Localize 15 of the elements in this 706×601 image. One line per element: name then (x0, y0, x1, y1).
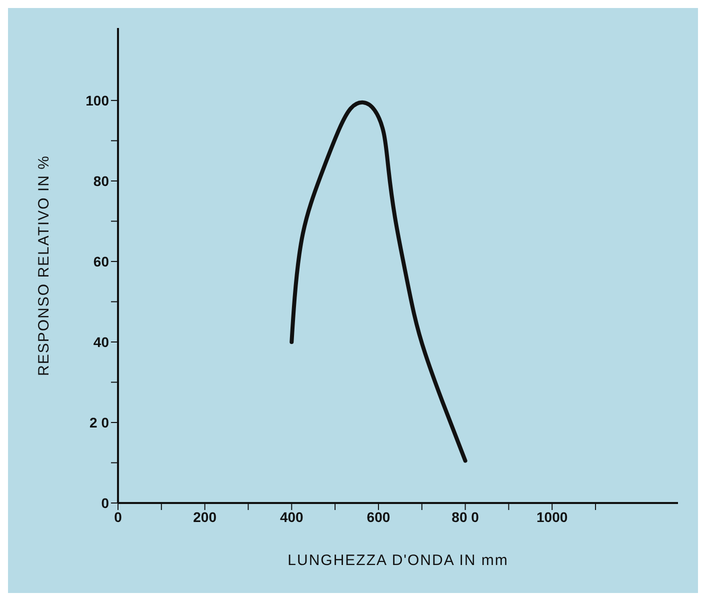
y-tick-label: 0 (101, 494, 110, 511)
x-tick-label: 0 (114, 508, 122, 525)
x-tick-label: 80 0 (452, 508, 480, 525)
x-tick-label: 400 (280, 508, 304, 525)
x-axis-title: LUNGHEZZA D'ONDA IN mm (288, 552, 508, 569)
x-tick-label: 1000 (536, 508, 568, 525)
x-tick-label: 600 (366, 508, 390, 525)
y-tick-label: 60 (93, 253, 110, 270)
y-tick-label: 100 (86, 92, 110, 108)
y-tick-label: 80 (93, 172, 110, 189)
y-tick-label: 2 0 (90, 414, 110, 430)
x-tick-label: 200 (193, 508, 217, 525)
line-series (290, 100, 468, 463)
y-tick-label: 40 (93, 334, 110, 350)
y-axis-title: RESPONSO RELATIVO IN % (35, 155, 52, 376)
